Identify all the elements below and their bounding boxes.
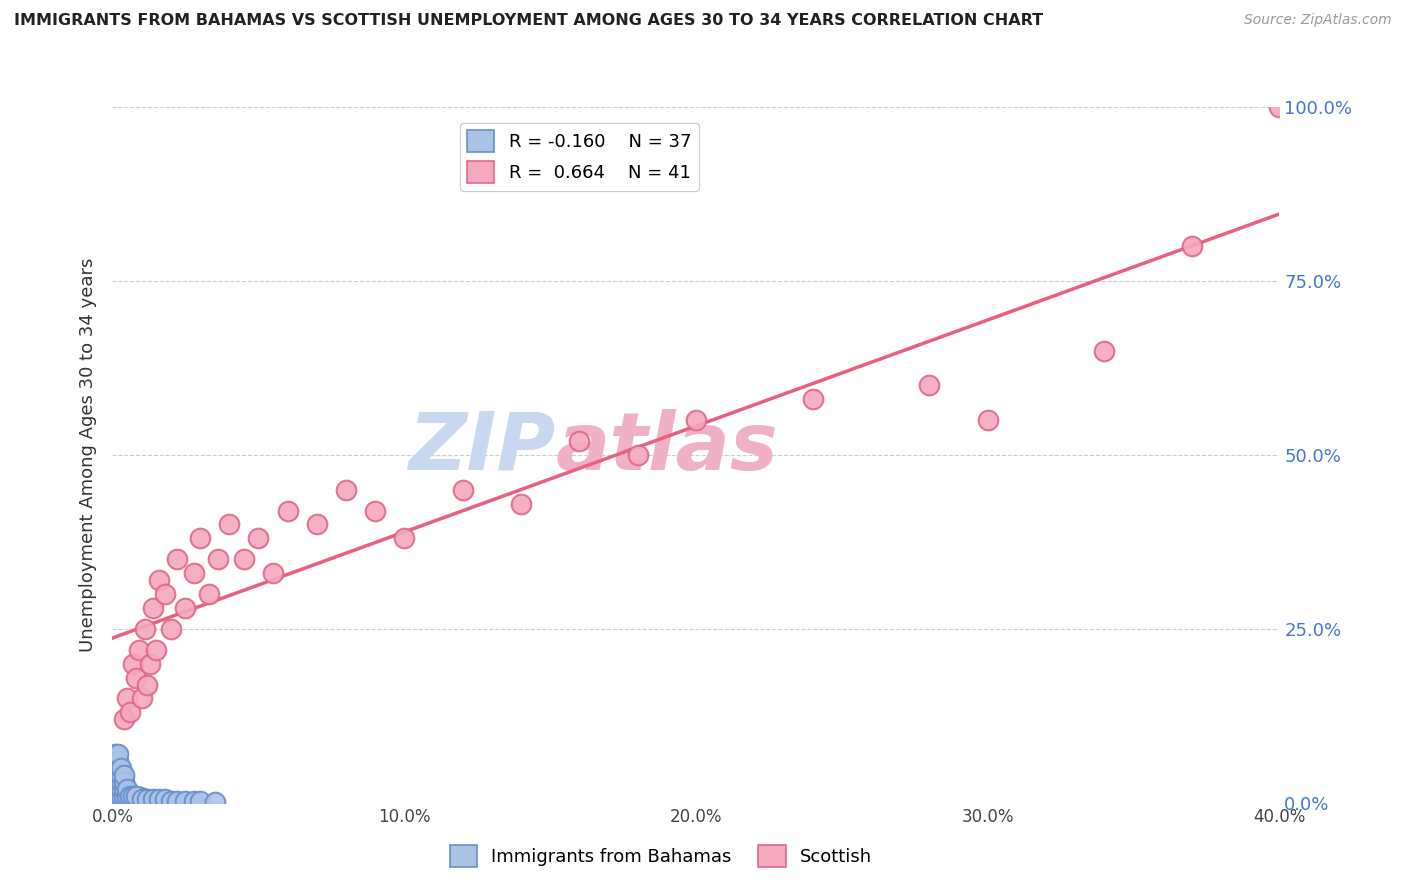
Point — [218, 517, 240, 532]
Text: ZIP: ZIP — [409, 409, 555, 487]
Point — [112, 775, 135, 789]
Point — [148, 792, 170, 806]
Point — [115, 781, 138, 796]
Point — [131, 792, 153, 806]
Text: IMMIGRANTS FROM BAHAMAS VS SCOTTISH UNEMPLOYMENT AMONG AGES 30 TO 34 YEARS CORRE: IMMIGRANTS FROM BAHAMAS VS SCOTTISH UNEM… — [14, 13, 1043, 29]
Point — [107, 768, 129, 782]
Point — [110, 761, 132, 775]
Point — [204, 795, 226, 809]
Point — [166, 794, 188, 808]
Point — [509, 497, 531, 511]
Point — [118, 706, 141, 720]
Point — [801, 392, 824, 407]
Point — [626, 448, 648, 462]
Point — [276, 503, 298, 517]
Point — [104, 768, 127, 782]
Point — [122, 657, 145, 671]
Point — [115, 789, 138, 803]
Point — [110, 775, 132, 789]
Y-axis label: Unemployment Among Ages 30 to 34 years: Unemployment Among Ages 30 to 34 years — [79, 258, 97, 652]
Point — [107, 775, 129, 789]
Point — [125, 671, 148, 685]
Point — [183, 566, 205, 581]
Point — [188, 532, 211, 546]
Point — [174, 601, 197, 615]
Point — [104, 747, 127, 761]
Point — [112, 768, 135, 782]
Point — [112, 789, 135, 803]
Point — [197, 587, 219, 601]
Point — [207, 552, 229, 566]
Point — [685, 413, 707, 427]
Point — [148, 573, 170, 587]
Point — [107, 789, 129, 803]
Point — [364, 503, 387, 517]
Point — [104, 775, 127, 789]
Point — [976, 413, 998, 427]
Point — [918, 378, 941, 392]
Point — [112, 781, 135, 796]
Point — [128, 642, 150, 657]
Point — [188, 794, 211, 808]
Point — [153, 587, 176, 601]
Point — [160, 794, 183, 808]
Point — [104, 761, 127, 775]
Point — [122, 789, 145, 803]
Point — [153, 792, 176, 806]
Point — [1268, 100, 1291, 114]
Point — [183, 794, 205, 808]
Point — [247, 532, 270, 546]
Point — [451, 483, 474, 497]
Point — [115, 691, 138, 706]
Point — [1181, 239, 1204, 253]
Point — [118, 789, 141, 803]
Point — [131, 691, 153, 706]
Point — [107, 747, 129, 761]
Point — [125, 789, 148, 803]
Legend: Immigrants from Bahamas, Scottish: Immigrants from Bahamas, Scottish — [443, 838, 879, 874]
Point — [305, 517, 328, 532]
Point — [107, 761, 129, 775]
Point — [110, 768, 132, 782]
Point — [262, 566, 284, 581]
Point — [166, 552, 188, 566]
Text: Source: ZipAtlas.com: Source: ZipAtlas.com — [1244, 13, 1392, 28]
Point — [107, 754, 129, 768]
Point — [139, 657, 162, 671]
Point — [110, 789, 132, 803]
Point — [145, 642, 167, 657]
Point — [104, 754, 127, 768]
Point — [107, 781, 129, 796]
Point — [1092, 343, 1115, 358]
Point — [136, 677, 159, 691]
Point — [232, 552, 254, 566]
Point — [112, 712, 135, 726]
Legend: R = -0.160    N = 37, R =  0.664    N = 41: R = -0.160 N = 37, R = 0.664 N = 41 — [460, 123, 699, 191]
Point — [110, 781, 132, 796]
Point — [568, 434, 591, 448]
Point — [335, 483, 357, 497]
Point — [174, 794, 197, 808]
Point — [160, 622, 183, 636]
Point — [134, 622, 156, 636]
Point — [392, 532, 416, 546]
Point — [136, 792, 159, 806]
Point — [142, 601, 165, 615]
Point — [142, 792, 165, 806]
Text: atlas: atlas — [555, 409, 779, 487]
